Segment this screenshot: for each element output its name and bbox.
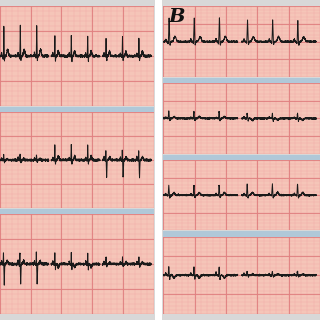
Text: B: B: [168, 8, 185, 26]
